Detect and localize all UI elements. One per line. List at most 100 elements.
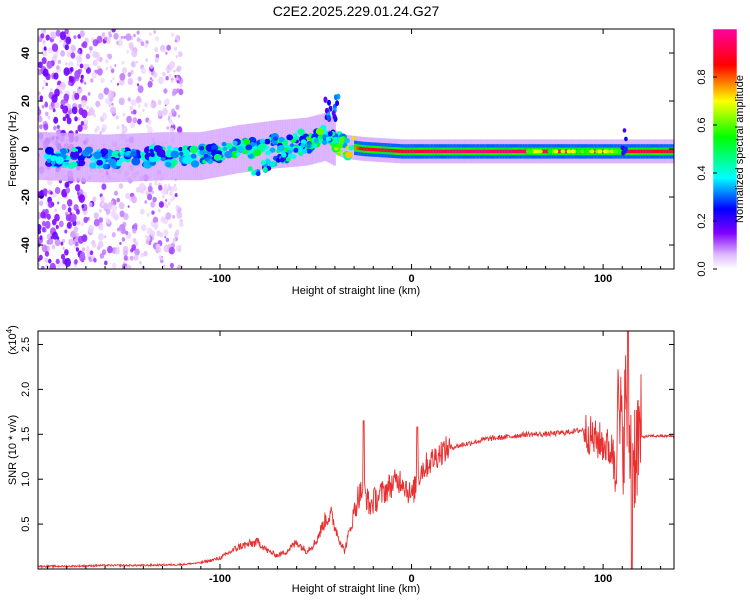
ridge-blob xyxy=(547,149,553,154)
noise-speckle xyxy=(132,228,137,234)
snr-marks xyxy=(38,331,674,569)
noise-speckle xyxy=(48,47,53,54)
noise-speckle xyxy=(147,185,153,193)
noise-speckle xyxy=(95,100,101,108)
snr-x-axis-label: Height of straight line (km) xyxy=(292,583,420,595)
noise-speckle xyxy=(107,53,113,60)
noise-speckle xyxy=(101,183,107,190)
ridge-core xyxy=(427,149,430,154)
ridge-core xyxy=(524,149,526,154)
ridge-blob xyxy=(204,157,209,162)
noise-speckle xyxy=(123,35,126,39)
ridge-core xyxy=(516,149,519,154)
noise-speckle xyxy=(64,44,70,51)
noise-speckle xyxy=(167,185,172,191)
noise-speckle xyxy=(38,262,41,267)
spectrogram-ticks: -100 0 100 -40 -20 0 20 40 xyxy=(20,29,674,285)
ridge-blob xyxy=(51,161,56,165)
ridge-blob xyxy=(153,145,162,153)
ridge-blob xyxy=(622,128,627,133)
noise-speckle xyxy=(109,65,113,69)
ridge-core xyxy=(518,149,520,154)
noise-speckle xyxy=(175,88,180,94)
noise-speckle xyxy=(119,224,125,232)
noise-speckle xyxy=(175,204,180,210)
noise-speckle xyxy=(86,245,89,249)
ridge-core xyxy=(665,149,667,154)
ridge-blob xyxy=(149,148,154,153)
ridge-blob xyxy=(286,134,294,141)
noise-speckle xyxy=(146,227,153,235)
noise-speckle xyxy=(51,43,59,52)
ridge-core xyxy=(397,149,399,153)
ridge-halo xyxy=(38,131,40,180)
ridge-core xyxy=(470,149,473,154)
ridge-blob xyxy=(203,153,209,159)
ridge-core xyxy=(648,149,650,154)
noise-speckle xyxy=(125,192,130,199)
noise-speckle xyxy=(167,201,171,206)
noise-speckle xyxy=(168,246,175,255)
ridge-blob xyxy=(265,150,271,156)
snr-y-axis-label: SNR (10 * v/v) xyxy=(7,415,19,485)
ridge-core xyxy=(424,149,427,154)
ridge-core xyxy=(444,149,447,154)
ridge-blob xyxy=(622,150,626,155)
noise-speckle xyxy=(51,218,57,226)
ridge-core xyxy=(669,149,672,154)
ridge-core xyxy=(429,149,431,154)
ridge-core xyxy=(383,148,385,152)
noise-speckle xyxy=(65,113,69,119)
noise-speckle xyxy=(174,74,177,78)
ridge-blob xyxy=(190,153,197,159)
ridge-core xyxy=(672,149,674,154)
noise-speckle xyxy=(130,69,134,75)
ridge-core xyxy=(668,149,670,154)
colorbar-tick-label: 0.4 xyxy=(696,165,708,180)
ridge-blob xyxy=(55,156,64,164)
ridge-core xyxy=(645,149,647,154)
noise-speckle xyxy=(71,106,78,115)
x-tick-label: -100 xyxy=(209,573,231,585)
noise-speckle xyxy=(76,86,83,94)
ridge-core xyxy=(522,149,525,154)
ridge-blob xyxy=(602,149,608,154)
noise-speckle xyxy=(149,77,153,80)
ridge-core xyxy=(659,149,661,154)
noise-speckle xyxy=(44,257,49,263)
noise-speckle xyxy=(101,128,105,133)
ridge-blob xyxy=(337,136,345,144)
noise-speckle xyxy=(162,195,165,198)
noise-speckle xyxy=(85,53,91,60)
ridge-blob xyxy=(570,149,576,154)
noise-speckle xyxy=(70,52,76,59)
ridge-blob xyxy=(111,150,121,159)
ridge-blob xyxy=(67,162,75,169)
noise-speckle xyxy=(149,182,152,186)
ridge-core xyxy=(479,149,482,154)
noise-speckle xyxy=(121,125,128,134)
ridge-core xyxy=(513,149,516,154)
ridge-core xyxy=(416,149,419,154)
ridge-blob xyxy=(291,154,297,160)
noise-speckle xyxy=(150,201,156,208)
ridge-core xyxy=(628,149,630,154)
ridge-core xyxy=(366,147,368,151)
noise-speckle xyxy=(164,235,167,239)
ridge-halo xyxy=(269,121,272,170)
ridge-blob xyxy=(336,142,343,149)
colorbar-label: Normalized spectral amplitude xyxy=(734,75,746,223)
noise-speckle xyxy=(38,115,43,123)
noise-speckle xyxy=(93,212,99,220)
noise-speckle xyxy=(46,213,51,220)
ridge-blob xyxy=(613,149,619,154)
noise-speckle xyxy=(76,232,79,236)
noise-speckle xyxy=(144,200,148,204)
ridge-core xyxy=(378,148,381,152)
ridge-core xyxy=(384,148,387,152)
noise-speckle xyxy=(52,192,57,198)
ridge-core xyxy=(461,149,463,154)
ridge-core xyxy=(519,149,522,154)
y-tick-label: 1.5 xyxy=(20,427,32,442)
noise-speckle xyxy=(123,255,128,261)
